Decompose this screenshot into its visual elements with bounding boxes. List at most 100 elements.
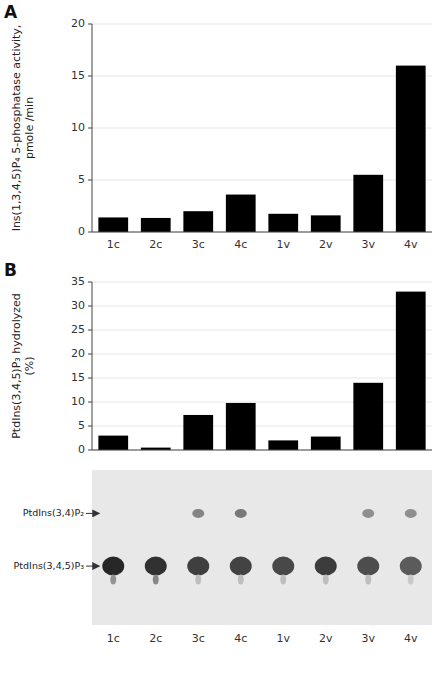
bar <box>226 195 256 232</box>
bar-panel: 051015201c2c3c4c1v2v3v4vIns(1,3,4,5)P₄ 5… <box>4 2 432 251</box>
grid-line <box>92 450 432 451</box>
y-tick-label: 20 <box>71 17 85 30</box>
x-tick-label: 1c <box>107 632 120 645</box>
y-axis-label-line: (%) <box>23 356 36 375</box>
x-axis-line <box>92 232 432 233</box>
blot-spot-tail <box>280 575 286 585</box>
y-tick-label: 25 <box>71 323 85 336</box>
x-tick-label: 2c <box>149 238 162 251</box>
blot-spot <box>192 509 204 518</box>
y-axis-line <box>92 282 93 450</box>
y-tick <box>88 378 92 379</box>
y-tick <box>88 24 92 25</box>
bar <box>141 218 171 232</box>
y-tick-label: 0 <box>78 225 85 238</box>
y-tick <box>88 426 92 427</box>
y-tick-label: 15 <box>71 69 85 82</box>
blot-spot-tail <box>238 575 244 585</box>
y-tick <box>88 354 92 355</box>
y-tick <box>88 232 92 233</box>
bar <box>311 437 341 450</box>
x-tick-label: 2v <box>319 632 333 645</box>
y-axis-label: PtdIns(3,4,5)P₃ hydrolyzed(%) <box>10 293 36 439</box>
bar <box>226 403 256 450</box>
blot-spot <box>145 557 167 576</box>
blot-row-label: PtdIns(3,4,5)P₃ <box>14 560 85 571</box>
x-tick-label: 4c <box>234 238 247 251</box>
bars <box>98 292 425 450</box>
blot-spot <box>107 509 119 518</box>
y-axis-label: Ins(1,3,4,5)P₄ 5-phosphatase activity,pm… <box>10 25 36 232</box>
grid-line <box>92 76 432 77</box>
x-tick-label: 3v <box>361 238 375 251</box>
bar-panel: 05101520253035PtdIns(3,4,5)P₃ hydrolyzed… <box>4 260 432 456</box>
y-tick <box>88 282 92 283</box>
blot-arrow <box>86 513 99 514</box>
grid-line <box>92 378 432 379</box>
y-tick <box>88 402 92 403</box>
blot-spot <box>187 557 209 576</box>
bar <box>98 217 128 232</box>
y-tick <box>88 306 92 307</box>
bar <box>353 175 383 232</box>
x-tick-label: 2v <box>319 238 333 251</box>
y-tick <box>88 76 92 77</box>
bar <box>268 440 298 450</box>
blot-spot <box>357 557 379 576</box>
y-tick-label: 35 <box>71 275 85 288</box>
y-axis-line <box>92 24 93 232</box>
blot-spot <box>272 557 294 576</box>
blot-panel: PtdIns(3,4)P₂ PtdIns(3,4,5)P₃ 1c 2c 3c 4c 1v 2v… <box>14 470 432 645</box>
y-axis-label-line: PtdIns(3,4,5)P₃ hydrolyzed <box>10 293 23 439</box>
x-tick-label: 3c <box>192 632 205 645</box>
blot-spot <box>150 509 162 518</box>
bar <box>183 415 213 450</box>
bar <box>268 214 298 232</box>
bar <box>98 436 128 450</box>
y-tick-label: 10 <box>71 121 85 134</box>
blot-spot <box>230 557 252 576</box>
x-tick-label: 4c <box>234 632 247 645</box>
blot-spot-tail <box>323 575 329 585</box>
y-axis-label-line: pmole /min <box>23 97 36 159</box>
grid-line <box>92 282 432 283</box>
bar <box>396 66 426 232</box>
blot-spot <box>277 509 289 518</box>
x-tick-label: 1c <box>107 238 120 251</box>
blot-spot-tail <box>365 575 371 585</box>
bars <box>98 66 425 232</box>
y-tick-label: 0 <box>78 443 85 456</box>
blot-spot-tail <box>195 575 201 585</box>
y-tick-label: 5 <box>78 419 85 432</box>
x-tick-label: 2c <box>149 632 162 645</box>
grid-line <box>92 232 432 233</box>
grid-line <box>92 24 432 25</box>
blot-spot-tail <box>153 575 159 585</box>
y-tick-label: 10 <box>71 395 85 408</box>
x-tick-label: 1v <box>276 632 290 645</box>
y-tick <box>88 330 92 331</box>
x-tick-label: 1v <box>276 238 290 251</box>
y-tick <box>88 128 92 129</box>
y-tick-label: 15 <box>71 371 85 384</box>
blot-spot <box>405 509 417 518</box>
blot-background <box>92 470 432 625</box>
panel-label: A <box>4 2 18 22</box>
blot-row-label: PtdIns(3,4)P₂ <box>23 507 85 518</box>
blot-spot <box>315 557 337 576</box>
bar <box>353 383 383 450</box>
blot-spot <box>320 509 332 518</box>
bar <box>311 215 341 232</box>
panel-label: B <box>4 260 17 280</box>
y-tick-label: 20 <box>71 347 85 360</box>
grid-line <box>92 128 432 129</box>
x-tick-label: 3c <box>192 238 205 251</box>
blot-spot-tail <box>408 575 414 585</box>
blot-spot <box>362 509 374 518</box>
blot-spot-tail <box>110 575 116 585</box>
y-tick <box>88 450 92 451</box>
bar <box>183 211 213 232</box>
blot-spot <box>400 557 422 576</box>
blot-arrow <box>86 566 99 567</box>
blot-spot <box>102 557 124 576</box>
